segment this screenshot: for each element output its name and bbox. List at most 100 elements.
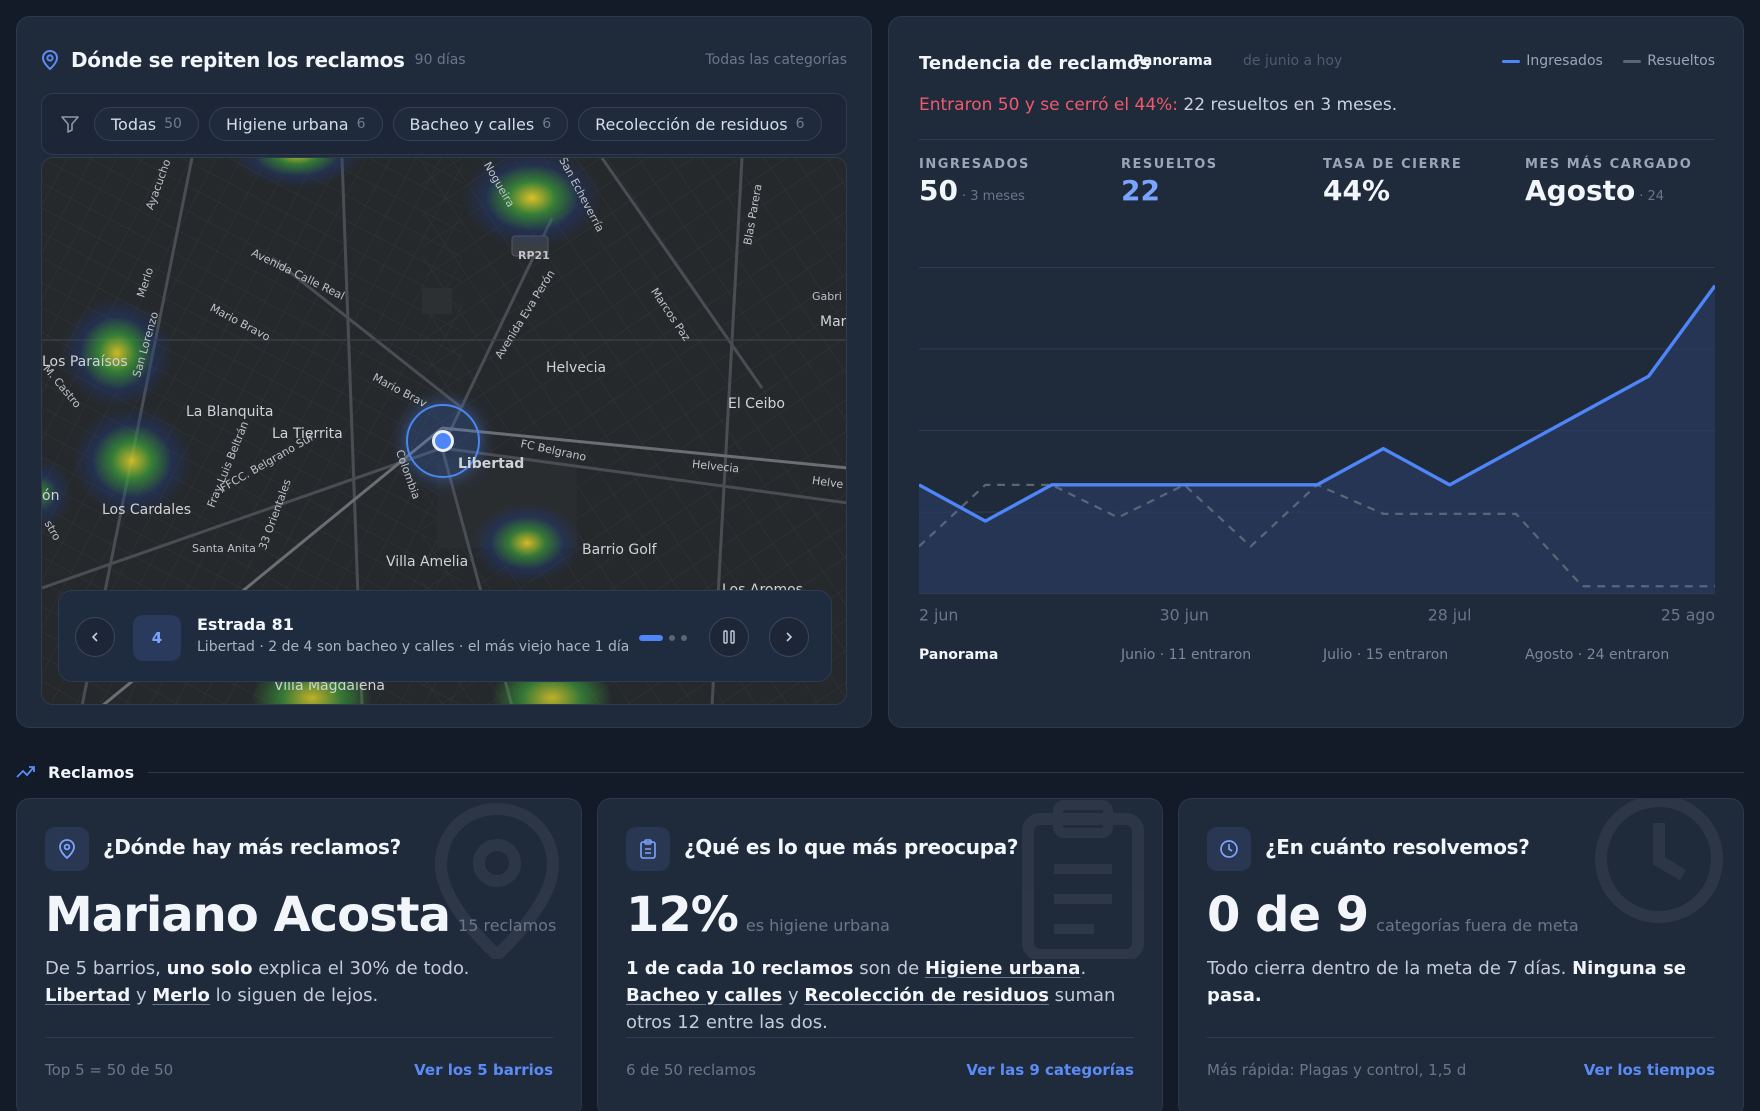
selected-location-marker[interactable] bbox=[432, 430, 454, 452]
card-donde: ¿Dónde hay más reclamos? Mariano Acosta 1… bbox=[16, 798, 582, 1111]
resueltos-point[interactable] bbox=[1048, 481, 1055, 488]
ingresados-point[interactable] bbox=[1247, 481, 1254, 488]
ingresados-point[interactable] bbox=[1380, 445, 1387, 452]
chevron-left-icon[interactable] bbox=[75, 617, 115, 657]
headline-rest: 22 resueltos en 3 meses. bbox=[1178, 95, 1398, 115]
ver-barrios-link[interactable]: Ver los 5 barrios bbox=[414, 1061, 553, 1079]
heat-spot bbox=[472, 503, 582, 583]
ingresados-line bbox=[919, 284, 1715, 523]
stat-suffix: · 24 bbox=[1639, 189, 1665, 204]
map-label: Helvecia bbox=[546, 360, 607, 376]
location-subtitle: Libertad · 2 de 4 son bacheo y calles · … bbox=[197, 639, 630, 655]
card-cuanto: ¿En cuánto resolvemos? 0 de 9 categorías … bbox=[1178, 798, 1744, 1111]
chevron-right-icon[interactable] bbox=[769, 617, 809, 657]
ingresados-point[interactable] bbox=[982, 518, 989, 525]
filter-icon[interactable] bbox=[60, 114, 80, 134]
card-footer: Top 5 = 50 de 50 bbox=[45, 1061, 174, 1079]
card-description: Todo cierra dentro de la meta de 7 días.… bbox=[1207, 955, 1717, 1009]
stat-ingresados: INGRESADOS 50 · 3 meses bbox=[919, 157, 1030, 207]
legend-label[interactable]: Resueltos bbox=[1647, 53, 1715, 69]
stat-resueltos: RESUELTOS 22 bbox=[1121, 157, 1218, 207]
location-pin-icon bbox=[41, 50, 59, 70]
ver-tiempos-link[interactable]: Ver los tiempos bbox=[1583, 1061, 1715, 1079]
chart-legend: Ingresados Resueltos bbox=[1486, 53, 1715, 69]
desc-text: Todo cierra dentro de la meta de 7 días. bbox=[1207, 958, 1573, 979]
desc-link-higiene-urbana[interactable]: Higiene urbana bbox=[924, 958, 1081, 979]
resueltos-point[interactable] bbox=[1513, 510, 1520, 517]
carousel-dot-active[interactable] bbox=[639, 635, 663, 641]
card-metric: Mariano Acosta 15 reclamos bbox=[45, 887, 556, 943]
pause-icon[interactable] bbox=[709, 617, 749, 657]
resueltos-point[interactable] bbox=[1380, 510, 1387, 517]
desc-link-libertad[interactable]: Libertad bbox=[45, 985, 131, 1006]
ingresados-point[interactable] bbox=[1115, 481, 1122, 488]
resueltos-point[interactable] bbox=[1579, 583, 1586, 590]
bottom-tab-julio[interactable]: Julio · 15 entraron bbox=[1323, 647, 1449, 663]
ingresados-point[interactable] bbox=[1579, 409, 1586, 416]
stat-suffix: · 3 meses bbox=[961, 189, 1025, 204]
trend-chart[interactable]: 2 jun 30 jun 28 jul 25 ago bbox=[919, 253, 1715, 653]
stat-label: MES MÁS CARGADO bbox=[1525, 157, 1693, 172]
legend-label[interactable]: Ingresados bbox=[1526, 53, 1603, 69]
carousel-dots bbox=[639, 635, 693, 641]
divider bbox=[1207, 1037, 1715, 1038]
map-label: Los Cardales bbox=[102, 502, 191, 518]
resueltos-point[interactable] bbox=[1446, 510, 1453, 517]
bottom-tab-agosto[interactable]: Agosto · 24 entraron bbox=[1525, 647, 1670, 663]
map-panel: Dónde se repiten los reclamos 90 días To… bbox=[16, 16, 872, 728]
desc-link-recoleccion[interactable]: Recolección de residuos bbox=[804, 985, 1049, 1006]
bottom-tab-panorama[interactable]: Panorama bbox=[919, 647, 999, 663]
map-label: La Blanquita bbox=[186, 404, 274, 420]
metric-value: 12% bbox=[626, 887, 739, 943]
trend-headline: Entraron 50 y se cerró el 44%: 22 resuel… bbox=[919, 95, 1397, 115]
stat-value: 22 bbox=[1121, 174, 1160, 207]
resueltos-point[interactable] bbox=[1115, 514, 1122, 521]
trend-up-icon bbox=[16, 765, 36, 779]
ingresados-point[interactable] bbox=[1446, 481, 1453, 488]
chip-higiene-urbana[interactable]: Higiene urbana 6 bbox=[208, 107, 383, 141]
tab-panorama[interactable]: Panorama bbox=[1133, 53, 1213, 69]
ingresados-point[interactable] bbox=[1645, 373, 1652, 380]
ingresados-point[interactable] bbox=[1513, 445, 1520, 452]
chip-count: 6 bbox=[542, 116, 552, 132]
chip-todas[interactable]: Todas 50 bbox=[94, 107, 199, 141]
category-filter-link[interactable]: Todas las categorías bbox=[705, 52, 847, 68]
desc-link-merlo[interactable]: Merlo bbox=[152, 985, 210, 1006]
card-que: ¿Qué es lo que más preocupa? 12% es higie… bbox=[597, 798, 1163, 1111]
resueltos-point[interactable] bbox=[1314, 481, 1321, 488]
carousel-dot[interactable] bbox=[669, 635, 675, 641]
chip-label: Recolección de residuos bbox=[595, 114, 788, 134]
desc-strong: uno solo bbox=[166, 958, 253, 979]
map-label: Gabri bbox=[812, 290, 842, 303]
map-label: Libertad bbox=[458, 456, 525, 472]
heatmap-map[interactable]: Helvecia El Ceibo La Blanquita La Tierri… bbox=[41, 157, 847, 705]
resueltos-point[interactable] bbox=[1181, 481, 1188, 488]
metric-unit: es higiene urbana bbox=[745, 916, 890, 935]
metric-unit: categorías fuera de meta bbox=[1376, 916, 1579, 935]
card-description: 1 de cada 10 reclamos son de Higiene urb… bbox=[626, 955, 1136, 1036]
x-tick-label: 2 jun bbox=[919, 606, 958, 625]
trend-title: Tendencia de reclamos bbox=[919, 53, 1151, 74]
clipboard-icon bbox=[626, 827, 670, 871]
bottom-tab-junio[interactable]: Junio · 11 entraron bbox=[1121, 647, 1252, 663]
card-description: De 5 barrios, uno solo explica el 30% de… bbox=[45, 955, 555, 1009]
chip-bacheo-y-calles[interactable]: Bacheo y calles 6 bbox=[392, 107, 569, 141]
stat-tasa-de-cierre: TASA DE CIERRE 44% bbox=[1323, 157, 1462, 207]
desc-link-bacheo[interactable]: Bacheo y calles bbox=[626, 985, 783, 1006]
trend-panel: Tendencia de reclamos Panorama de junio … bbox=[888, 16, 1744, 728]
divider bbox=[148, 771, 1744, 773]
chip-recoleccion-de-residuos[interactable]: Recolección de residuos 6 bbox=[578, 107, 822, 141]
desc-text: y bbox=[130, 985, 153, 1006]
map-label: La Tierrita bbox=[272, 426, 343, 442]
map-label: ón bbox=[42, 488, 60, 504]
card-footer: Más rápida: Plagas y control, 1,5 d bbox=[1207, 1061, 1467, 1079]
resueltos-point[interactable] bbox=[982, 481, 989, 488]
location-title: Estrada 81 bbox=[197, 615, 294, 634]
carousel-dot[interactable] bbox=[681, 635, 687, 641]
headline-highlight: Entraron 50 y se cerró el 44%: bbox=[919, 95, 1179, 115]
clipboard-icon bbox=[1022, 800, 1144, 959]
desc-strong: Ninguna se pasa. bbox=[1207, 958, 1686, 1006]
resueltos-point[interactable] bbox=[1247, 543, 1254, 550]
resueltos-point[interactable] bbox=[1645, 583, 1652, 590]
ver-categorias-link[interactable]: Ver las 9 categorías bbox=[966, 1061, 1134, 1079]
